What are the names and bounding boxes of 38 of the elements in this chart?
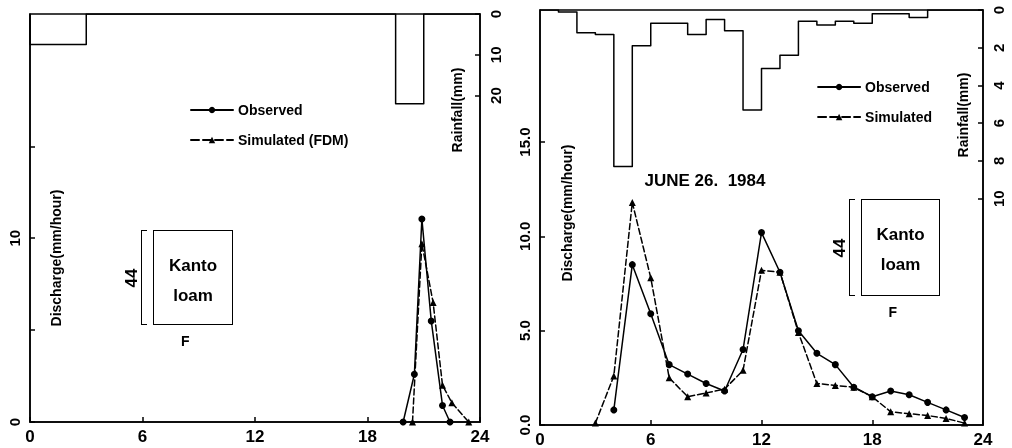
x-tick-label: 24: [470, 427, 490, 446]
y-axis-title: Discharge(mm/hour): [559, 144, 575, 282]
x-tick-label: 18: [358, 427, 377, 446]
x-tick-label: 6: [137, 427, 148, 446]
y2-tick-label: 0: [990, 5, 1007, 15]
y2-tick-label: 4: [990, 80, 1007, 90]
y2-tick-label: 10: [990, 190, 1007, 207]
y2-tick-label: 2: [990, 43, 1007, 52]
legend-label: Simulated (FDM): [238, 132, 349, 148]
x-tick-label: 12: [245, 427, 265, 446]
y2-tick-label: 0: [487, 9, 504, 19]
annotation: 44: [122, 268, 143, 287]
annotation: F: [888, 304, 898, 320]
y-tick-label: 0.0: [516, 414, 533, 436]
annotation: 44: [830, 238, 851, 257]
annotation: F: [181, 333, 190, 349]
y2-axis-title: Rainfall(mm): [955, 72, 971, 158]
x-tick-label: 0: [535, 430, 545, 448]
y2-tick-label: 20: [487, 87, 504, 104]
y2-tick-label: 8: [990, 156, 1007, 166]
y2-axis-title: Rainfall(mm): [449, 67, 465, 153]
y-tick-label: 10.0: [516, 221, 533, 251]
x-tick-label: 24: [973, 430, 993, 448]
legend-label: Simulated: [865, 109, 932, 125]
y2-tick-label: 10: [487, 46, 504, 64]
annotation: Kanto loam: [167, 254, 219, 307]
y-tick-label: 15.0: [516, 127, 533, 157]
x-tick-label: 12: [752, 430, 771, 448]
y2-tick-label: 6: [990, 119, 1007, 128]
x-tick-label: 0: [25, 427, 35, 446]
x-tick-label: 18: [862, 430, 882, 448]
x-tick-label: 6: [646, 430, 656, 448]
annotation: Kanto loam: [875, 224, 926, 277]
y-axis-title: Discharge(mm/hour): [48, 189, 64, 327]
annotation: JUNE 26. 1984: [644, 171, 766, 191]
legend-label: Observed: [865, 79, 930, 95]
y-tick-label: 5.0: [516, 320, 533, 342]
legend-label: Observed: [238, 102, 303, 118]
